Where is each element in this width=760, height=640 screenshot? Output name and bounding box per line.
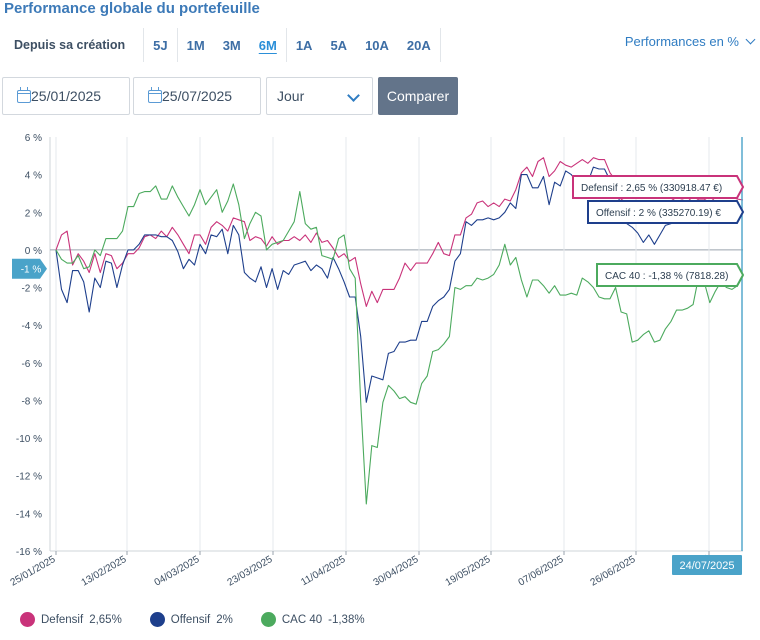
legend-cac40[interactable]: CAC 40 -1,38%: [260, 612, 365, 627]
line-cac40: [55, 183, 744, 505]
legend-value: 2%: [216, 613, 233, 626]
period-since-creation[interactable]: Depuis sa création: [4, 28, 145, 62]
tooltip-defensif-text: Defensif : 2,65 % (330918.47 €): [581, 183, 722, 194]
cursor-date-label: 24/07/2025: [679, 560, 734, 572]
date-to-input[interactable]: 25/07/2025: [133, 77, 261, 115]
chart-legend: Defensif 2,65% Offensif 2% CAC 40 -1,38%: [20, 612, 365, 627]
legend-defensif[interactable]: Defensif 2,65%: [20, 612, 122, 627]
date-to-value: 25/07/2025: [162, 88, 233, 104]
x-tick-label: 19/05/2025: [444, 554, 493, 589]
y-tick-label: 0 %: [25, 246, 42, 257]
legend-label: Defensif: [41, 613, 84, 626]
period-selector: Depuis sa création 5J 1M 3M 6M 1A 5A 10A…: [4, 28, 441, 62]
x-tick-label: 25/01/2025: [9, 554, 58, 589]
period-5j[interactable]: 5J: [144, 28, 178, 62]
tooltip-defensif: [572, 175, 745, 199]
legend-dot-cac40: [260, 612, 276, 627]
legend-label: Offensif: [170, 613, 211, 626]
legend-dot-defensif: [20, 612, 35, 627]
performance-mode-label: Performances en %: [624, 34, 739, 49]
legend-offensif[interactable]: Offensif 2%: [149, 612, 233, 627]
y-tick-label: 2 %: [25, 208, 42, 219]
period-3m[interactable]: 3M: [222, 37, 241, 53]
x-tick-label: 07/06/2025: [517, 554, 566, 589]
chart-overlay: 24/07/2025 -1 % Defensif : 2,65 % (330918.…: [12, 137, 745, 575]
line-offensif: [55, 166, 744, 403]
granularity-select[interactable]: Jour: [266, 77, 373, 115]
period-1m[interactable]: 1M: [186, 37, 205, 53]
x-tick-label: 04/03/2025: [153, 554, 202, 589]
tooltip-cac40-text: CAC 40 : -1,38 % (7818.28): [605, 271, 728, 282]
y-tick-label: 6 %: [25, 133, 42, 144]
legend-value: -1,38%: [328, 613, 365, 626]
y-tick-label: -12 %: [16, 472, 42, 483]
y-tick-label: -6 %: [21, 359, 42, 370]
legend-value: 2,65%: [89, 613, 122, 626]
x-tick-label: 11/04/2025: [299, 554, 348, 588]
y-tick-label: -4 %: [21, 321, 42, 332]
x-tick-label: 23/03/2025: [226, 554, 275, 589]
legend-label: CAC 40: [281, 613, 323, 626]
performance-chart: 6 % 4 % 2 % 0 % -2 % -4 % -6 % -8 % -10 % -12 % -1…: [9, 133, 745, 589]
period-5a[interactable]: 5A: [330, 37, 348, 53]
granularity-value: Jour: [277, 88, 305, 104]
tooltip-offensif: [587, 200, 745, 224]
y-tick-label: 4 %: [25, 171, 42, 182]
calendar-icon: [148, 86, 162, 103]
calendar-icon: [17, 86, 31, 103]
date-from-value: 25/01/2025: [31, 88, 102, 104]
x-tick-label: 30/04/2025: [372, 554, 421, 589]
date-from-input[interactable]: 25/01/2025: [2, 77, 130, 115]
y-tick-label: -10 %: [16, 434, 42, 445]
y-tick-label: -8 %: [21, 396, 42, 407]
tooltip-offensif-text: Offensif : 2 % (335270.19) €: [596, 208, 721, 219]
cursor-date-badge: [672, 555, 742, 575]
cursor-value-badge: [12, 258, 47, 279]
legend-dot-offensif: [149, 612, 165, 627]
y-tick-label: -2 %: [21, 284, 42, 295]
y-axis-labels: 6 % 4 % 2 % 0 % -2 % -4 % -6 % -8 % -10 % -12 % -1…: [16, 133, 42, 558]
y-tick-label: -16 %: [16, 547, 42, 558]
period-10a[interactable]: 10A: [365, 37, 389, 53]
period-6m[interactable]: 6M: [250, 28, 287, 62]
period-1a[interactable]: 1A: [295, 37, 313, 53]
x-tick-label: 26/06/2025: [589, 554, 638, 589]
chart-grid: [49, 137, 743, 555]
y-tick-label: -14 %: [16, 509, 42, 520]
page-title: Performance globale du portefeuille: [4, 0, 260, 17]
x-axis-labels: 25/01/2025 13/02/2025 04/03/2025 23/03/2025…: [9, 554, 711, 589]
performance-mode-select[interactable]: Performances en %: [624, 34, 756, 49]
compare-button[interactable]: Comparer: [378, 77, 458, 115]
tooltip-cac40: [596, 263, 745, 287]
period-20a[interactable]: 20A: [398, 28, 441, 62]
cursor-value-label: -1 %: [21, 265, 42, 276]
x-tick-label: 13/02/2025: [80, 554, 129, 589]
